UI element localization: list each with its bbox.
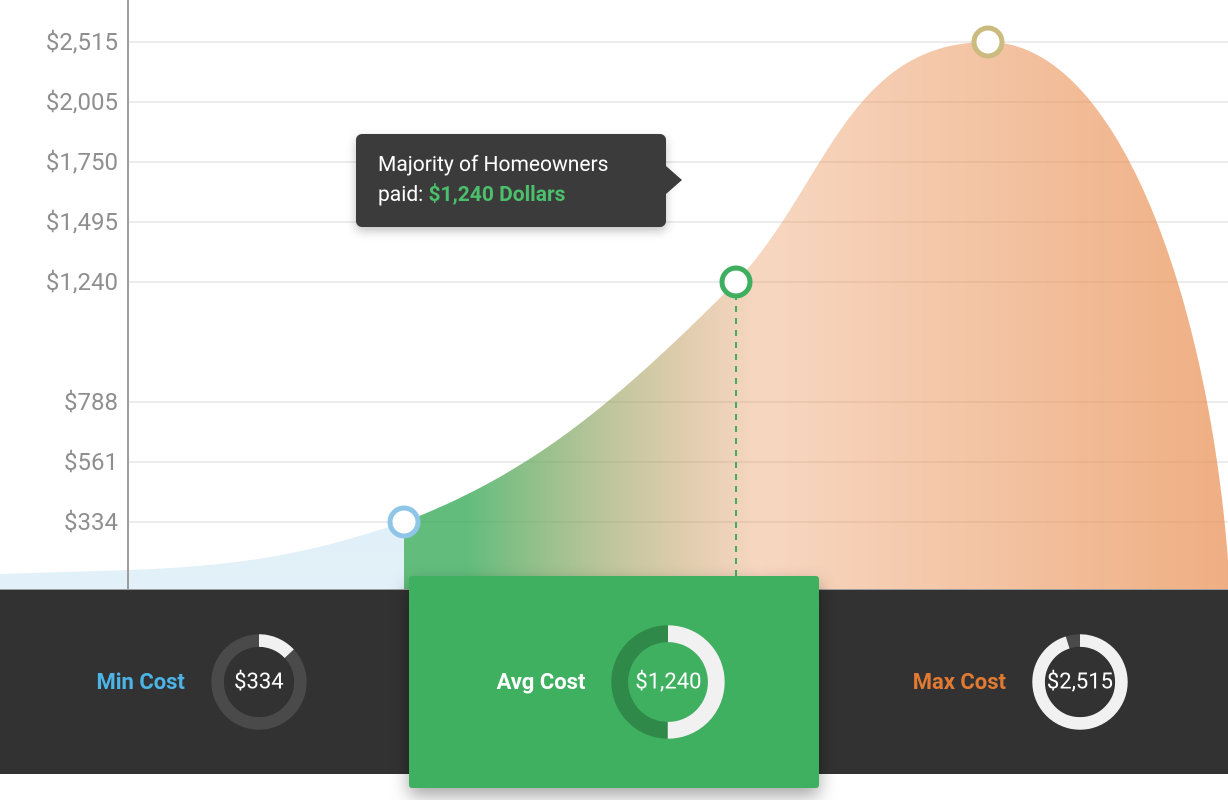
tooltip-prefix: paid: xyxy=(378,183,428,207)
svg-text:$2,515: $2,515 xyxy=(46,28,118,56)
min-donut: $334 xyxy=(205,628,313,736)
tooltip-line1: Majority of Homeowners xyxy=(378,150,644,180)
min-marker xyxy=(390,508,418,536)
svg-text:$1,495: $1,495 xyxy=(46,208,118,236)
avg-cost-card: Avg Cost $1,240 xyxy=(409,576,818,788)
area-right xyxy=(0,42,1228,590)
tooltip-arrow-icon xyxy=(666,166,682,194)
svg-text:$561: $561 xyxy=(64,448,118,476)
min-cost-value: $334 xyxy=(234,670,283,695)
avg-donut: $1,240 xyxy=(605,619,731,745)
peak-marker xyxy=(974,28,1002,56)
svg-text:$1,750: $1,750 xyxy=(46,148,118,176)
tooltip-line2: paid: $1,240 Dollars xyxy=(378,180,644,210)
svg-text:$788: $788 xyxy=(64,388,118,416)
min-cost-card: Min Cost $334 xyxy=(0,590,409,774)
avg-cost-label: Avg Cost xyxy=(497,670,586,695)
avg-tooltip: Majority of Homeowners paid: $1,240 Doll… xyxy=(356,134,666,227)
avg-cost-value: $1,240 xyxy=(635,670,701,695)
min-cost-label: Min Cost xyxy=(96,670,184,695)
max-donut: $2,515 xyxy=(1026,628,1134,736)
svg-text:$334: $334 xyxy=(64,508,118,536)
avg-marker xyxy=(722,268,750,296)
max-cost-label: Max Cost xyxy=(913,670,1006,695)
tooltip-amount: $1,240 xyxy=(428,183,493,207)
svg-text:$2,005: $2,005 xyxy=(46,88,118,116)
max-cost-value: $2,515 xyxy=(1047,670,1113,695)
y-axis-labels: $2,515 $2,005 $1,750 $1,495 $1,240 $788 $561 $3… xyxy=(46,28,118,536)
max-cost-card: Max Cost $2,515 xyxy=(819,590,1228,774)
cost-chart: $2,515 $2,005 $1,750 $1,495 $1,240 $788 $561 $3… xyxy=(0,0,1228,800)
svg-text:$1,240: $1,240 xyxy=(46,268,118,296)
tooltip-suffix: Dollars xyxy=(494,183,566,207)
